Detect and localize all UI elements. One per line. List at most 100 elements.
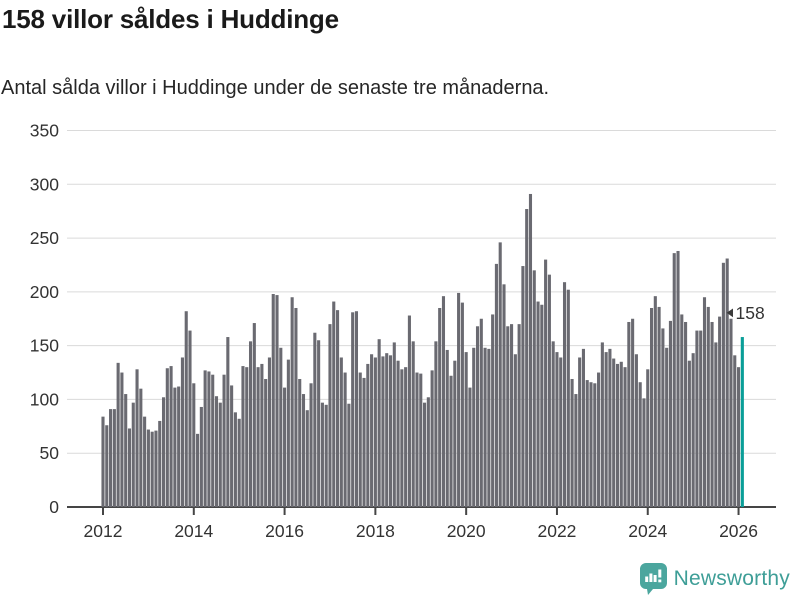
x-tick-label: 2026 [719,521,758,541]
bar [615,363,620,507]
bar [547,274,551,507]
bar [347,403,351,507]
bar [540,304,544,507]
bar [419,373,423,507]
bars [101,193,744,508]
x-tick-label: 2014 [174,521,213,541]
bar [415,372,419,507]
bar [517,324,521,507]
bar [676,250,680,508]
bar [105,425,109,507]
bar [506,326,510,507]
bar [430,370,434,507]
x-tick-label: 2022 [537,521,576,541]
bar [404,367,408,507]
highlight-annotation: 158 [726,303,765,323]
bar [294,307,298,507]
bar [600,342,604,507]
bar [271,294,275,507]
bar [680,314,684,507]
bar [468,387,472,507]
bar [653,296,657,507]
bar [214,396,219,507]
y-tick-label: 50 [40,443,60,463]
bar [532,270,536,507]
bar [275,295,279,507]
bar [691,353,695,507]
bar [199,406,203,507]
bar [188,330,192,507]
y-tick-label: 350 [30,121,59,141]
bar [634,354,638,507]
y-tick-label: 250 [30,228,59,248]
bar [169,366,173,507]
bar [687,360,691,507]
bar [581,348,585,507]
bar [139,388,143,507]
bar [407,315,411,507]
bar [283,387,287,507]
y-tick-label: 150 [30,336,59,356]
bar [487,348,491,507]
bar [494,263,498,507]
bar [457,292,461,507]
bar [248,341,253,507]
bar [226,337,230,507]
bar [313,332,317,507]
bar [597,372,601,507]
bar [101,416,105,507]
bar [449,375,453,507]
x-tick-label: 2016 [265,521,304,541]
brand-footer: Newsworthy [639,563,790,595]
bar [385,353,389,507]
x-tick-label: 2020 [447,521,486,541]
bar [116,362,120,507]
bar [218,402,222,507]
bar [207,371,211,507]
bar [604,352,608,507]
bar [203,370,207,507]
bar [396,360,400,507]
bar [631,318,635,507]
chart-subtitle: Antal sålda villor i Huddinge under de s… [1,77,550,99]
bar [161,397,166,507]
bar [426,397,430,507]
bar [192,383,196,507]
bar [695,330,699,507]
newsworthy-bubble-chart-icon [639,563,667,595]
bar [479,318,483,507]
bar [279,347,283,507]
x-axis-labels: 2012 2014 2016 2018 2020 2022 2024 2026 [84,508,758,541]
bar [649,307,654,507]
bar [343,372,347,507]
bar [665,347,669,507]
page-title: 158 villor såldes i Huddinge [2,4,339,34]
bar [445,349,449,507]
bar [120,372,124,507]
bar [112,409,116,507]
bar [124,394,128,507]
bar [661,328,665,507]
bar [423,402,427,507]
bar [642,398,646,507]
y-tick-label: 200 [30,282,59,302]
bar [298,378,302,507]
bar [464,352,468,507]
bar [623,367,627,507]
bar [589,382,593,507]
bar [177,386,181,507]
bar [211,374,215,507]
bar [135,369,139,507]
bar [718,316,722,507]
bar [555,352,559,507]
bar [158,420,162,507]
bar [721,262,725,507]
bar [438,307,442,507]
bar [377,339,381,507]
bar [317,340,321,507]
bar [441,296,446,507]
bar [472,347,476,507]
bar [180,357,184,507]
bar [267,357,271,507]
brand-name: Newsworthy [673,567,790,590]
